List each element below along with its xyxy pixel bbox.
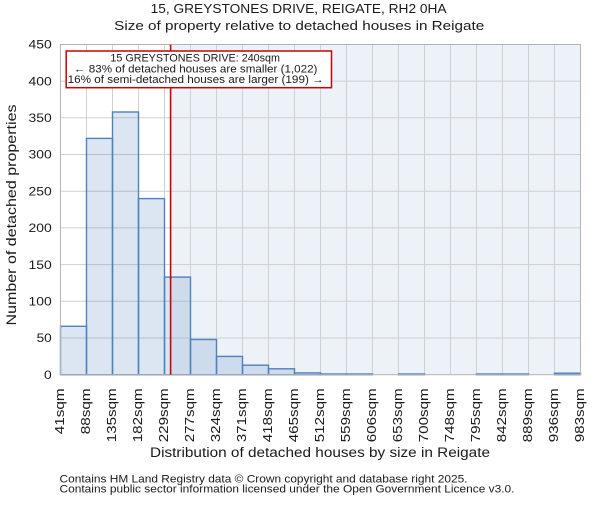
svg-text:100: 100 [29,297,52,309]
svg-text:512sqm: 512sqm [312,388,327,442]
svg-text:16% of semi-detached houses ar: 16% of semi-detached houses are larger (… [68,74,324,86]
svg-text:← 83% of detached houses are s: ← 83% of detached houses are smaller (1,… [74,63,318,75]
svg-text:277sqm: 277sqm [182,388,197,442]
svg-text:88sqm: 88sqm [78,388,93,434]
svg-text:50: 50 [37,333,52,345]
svg-text:653sqm: 653sqm [390,388,405,442]
svg-text:15 GREYSTONES DRIVE: 240sqm: 15 GREYSTONES DRIVE: 240sqm [110,52,280,64]
svg-text:418sqm: 418sqm [260,388,275,442]
svg-text:889sqm: 889sqm [520,388,535,442]
svg-text:371sqm: 371sqm [234,388,249,442]
svg-text:135sqm: 135sqm [104,388,119,442]
svg-text:Number of detached properties: Number of detached properties [4,104,19,325]
svg-text:606sqm: 606sqm [364,388,379,442]
svg-text:350: 350 [29,113,52,125]
svg-text:0: 0 [44,370,52,382]
svg-text:300: 300 [29,150,52,162]
svg-text:700sqm: 700sqm [416,388,431,442]
svg-text:Contains public sector informa: Contains public sector information licen… [60,483,515,495]
svg-text:936sqm: 936sqm [546,388,561,442]
svg-text:748sqm: 748sqm [442,388,457,442]
svg-text:465sqm: 465sqm [286,388,301,442]
svg-text:Distribution of detached house: Distribution of detached houses by size … [150,445,490,460]
svg-text:41sqm: 41sqm [52,388,67,434]
svg-text:Size of property relative to d: Size of property relative to detached ho… [114,18,484,33]
svg-text:324sqm: 324sqm [208,388,223,442]
svg-text:250: 250 [29,186,52,198]
svg-text:150: 150 [29,260,52,272]
svg-text:983sqm: 983sqm [572,388,587,442]
svg-text:559sqm: 559sqm [338,388,353,442]
svg-text:Contains HM Land Registry data: Contains HM Land Registry data © Crown c… [60,473,468,485]
svg-text:182sqm: 182sqm [130,388,145,442]
svg-text:795sqm: 795sqm [468,388,483,442]
svg-text:229sqm: 229sqm [156,388,171,442]
svg-text:15, GREYSTONES DRIVE, REIGATE,: 15, GREYSTONES DRIVE, REIGATE, RH2 0HA [151,2,448,16]
svg-text:400: 400 [29,76,52,88]
svg-text:842sqm: 842sqm [494,388,509,442]
svg-text:450: 450 [29,40,52,52]
svg-text:200: 200 [29,223,52,235]
